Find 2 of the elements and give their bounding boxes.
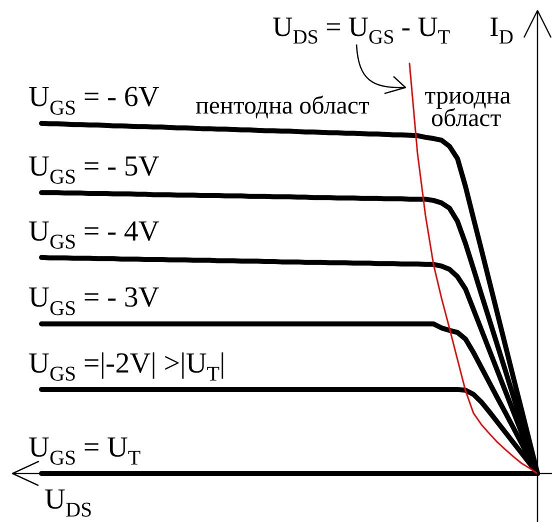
annotation: пентодна област: [196, 92, 370, 120]
annotation: триодна област: [424, 82, 511, 132]
